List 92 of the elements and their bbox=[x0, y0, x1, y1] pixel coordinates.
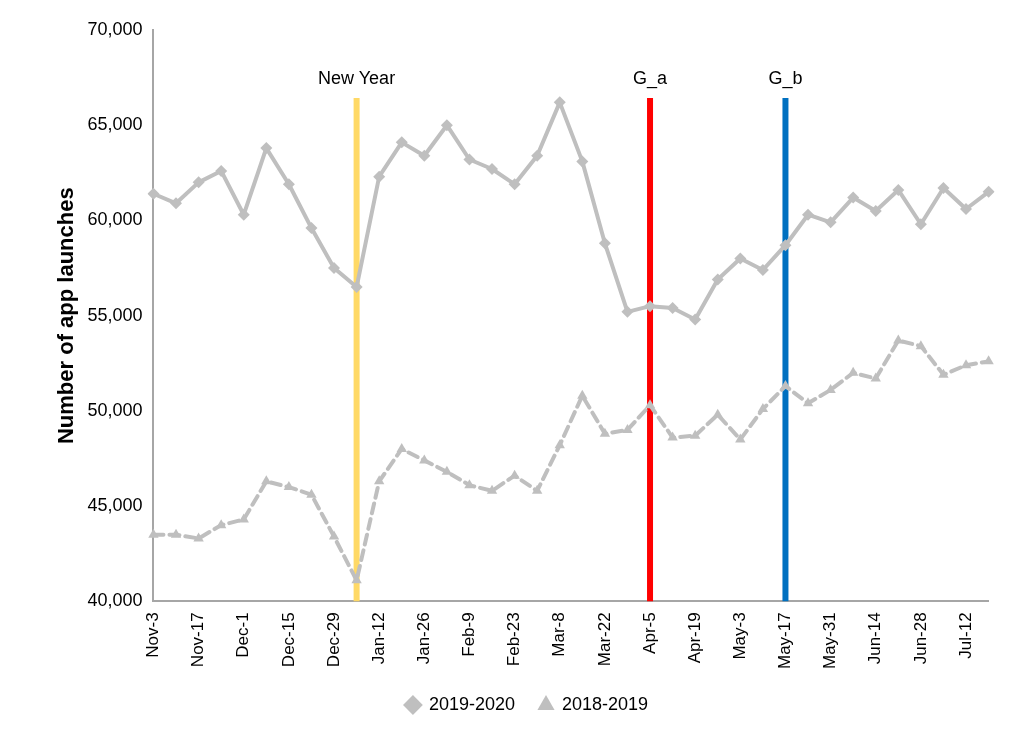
point bbox=[982, 185, 995, 198]
point bbox=[440, 119, 453, 132]
point bbox=[983, 355, 994, 365]
point bbox=[554, 439, 565, 449]
legend-label: 2018-2019 bbox=[562, 693, 649, 714]
point bbox=[373, 475, 385, 485]
x-tick-label: Apr-5 bbox=[639, 612, 659, 654]
point bbox=[802, 397, 814, 407]
point bbox=[689, 313, 702, 326]
annotation: New Year bbox=[318, 67, 396, 88]
x-tick-label: Dec-15 bbox=[278, 612, 298, 668]
point bbox=[712, 408, 723, 418]
point bbox=[305, 222, 318, 235]
point bbox=[486, 163, 499, 176]
y-tick-label: 45,000 bbox=[87, 495, 143, 516]
x-tick-label: May-17 bbox=[775, 612, 795, 669]
point bbox=[869, 204, 882, 217]
point bbox=[147, 187, 160, 200]
x-tick-label: Jan-26 bbox=[414, 612, 433, 665]
point bbox=[373, 170, 386, 183]
point bbox=[282, 178, 295, 191]
point bbox=[418, 149, 431, 162]
y-axis-title: Number of app launches bbox=[53, 187, 79, 445]
point bbox=[960, 203, 973, 216]
point bbox=[350, 281, 363, 294]
point bbox=[756, 263, 769, 276]
point bbox=[170, 197, 183, 210]
x-tick-label: Jul-12 bbox=[955, 612, 975, 659]
x-tick-label: Jun-28 bbox=[910, 612, 930, 665]
y-tick-label: 55,000 bbox=[87, 304, 143, 325]
point bbox=[780, 380, 791, 390]
x-tick-label: Feb-23 bbox=[504, 612, 524, 667]
point bbox=[914, 218, 927, 231]
point bbox=[711, 273, 724, 286]
point bbox=[937, 182, 950, 195]
point bbox=[757, 402, 769, 412]
point bbox=[486, 484, 498, 494]
point bbox=[170, 528, 182, 538]
point bbox=[938, 368, 949, 378]
point bbox=[531, 484, 543, 494]
point bbox=[508, 178, 521, 191]
point bbox=[192, 176, 205, 189]
point bbox=[531, 149, 544, 162]
x-tick-label: Dec-1 bbox=[233, 612, 253, 658]
x-tick-label: Jun-14 bbox=[865, 612, 885, 665]
x-tick-label: May-3 bbox=[730, 612, 749, 660]
x-tick-label: Mar-22 bbox=[594, 612, 614, 667]
point bbox=[802, 208, 815, 221]
point bbox=[215, 164, 228, 177]
point bbox=[621, 305, 634, 318]
y-tick-label: 70,000 bbox=[87, 18, 143, 39]
point bbox=[463, 153, 476, 166]
point bbox=[306, 488, 317, 498]
point bbox=[622, 423, 633, 433]
point bbox=[847, 191, 860, 204]
point bbox=[328, 530, 340, 540]
point bbox=[915, 340, 927, 350]
ref-line-label: G_b bbox=[768, 67, 803, 89]
point bbox=[667, 431, 678, 441]
x-tick-label: Nov-3 bbox=[143, 612, 163, 658]
y-tick-label: 60,000 bbox=[87, 209, 143, 230]
x-tick-label: Apr-19 bbox=[684, 612, 704, 664]
point bbox=[260, 142, 273, 155]
point bbox=[396, 442, 407, 452]
point bbox=[892, 183, 905, 196]
x-tick-label: May-31 bbox=[820, 612, 840, 669]
point bbox=[824, 216, 837, 229]
point bbox=[328, 262, 341, 275]
y-tick-label: 40,000 bbox=[87, 590, 143, 611]
x-tick-label: Feb-9 bbox=[459, 612, 479, 657]
point bbox=[261, 475, 272, 485]
point bbox=[689, 429, 701, 439]
point bbox=[576, 155, 589, 168]
x-tick-label: Nov-17 bbox=[188, 612, 208, 668]
point bbox=[870, 372, 881, 382]
point bbox=[599, 427, 611, 437]
legend-label: 2019-2020 bbox=[428, 693, 516, 714]
point bbox=[577, 389, 588, 399]
point bbox=[464, 479, 475, 489]
point bbox=[395, 136, 408, 149]
ref-line-label: G_a bbox=[633, 67, 669, 89]
y-tick-label: 65,000 bbox=[87, 114, 143, 135]
point bbox=[237, 208, 250, 221]
x-tick-label: Mar-8 bbox=[549, 612, 569, 657]
x-tick-label: Jan-12 bbox=[368, 612, 388, 665]
point bbox=[598, 237, 611, 250]
point bbox=[148, 528, 159, 538]
x-tick-label: Dec-29 bbox=[323, 612, 343, 668]
point bbox=[779, 239, 792, 252]
point bbox=[734, 252, 747, 265]
y-tick-label: 50,000 bbox=[87, 399, 143, 420]
point bbox=[644, 399, 656, 409]
